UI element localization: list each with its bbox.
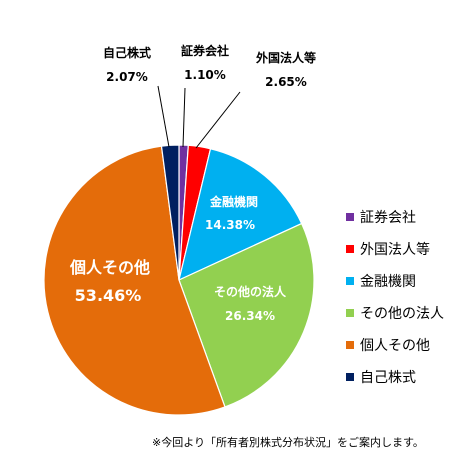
pie-slice-5 <box>43 145 226 416</box>
legend-label-1: 証券会社 <box>360 210 416 226</box>
leader-line-1 <box>182 87 186 148</box>
leader-line-6 <box>157 85 170 148</box>
legend-swatch-6 <box>346 373 354 381</box>
legend-label-4: その他の法人 <box>360 306 444 322</box>
legend-label-3: 金融機関 <box>360 274 416 290</box>
slice-label-name-5: 個人その他 <box>69 258 150 277</box>
legend-swatch-1 <box>346 213 354 221</box>
slice-label-value-5: 53.46% <box>75 286 142 305</box>
slice-label-name-1: 証券会社 <box>181 43 229 58</box>
pie-slice-4 <box>178 222 315 408</box>
slice-label-name-2: 外国法人等 <box>256 50 316 65</box>
slice-label-value-1: 1.10% <box>184 68 226 82</box>
pie-slices <box>43 144 315 416</box>
footnote: ※今回より「所有者別株式分布状況」をご案内します。 <box>152 435 424 449</box>
legend-label-5: 個人その他 <box>360 338 430 354</box>
slice-label-name-4: その他の法人 <box>214 284 287 299</box>
slice-label-value-3: 14.38% <box>205 218 255 232</box>
slice-label-name-3: 金融機関 <box>209 194 258 209</box>
pie-slice-6 <box>160 144 180 281</box>
slice-label-value-4: 26.34% <box>225 309 275 323</box>
legend-label-2: 外国法人等 <box>360 241 430 258</box>
pie-slice-3 <box>178 148 303 282</box>
leader-lines <box>157 85 241 149</box>
legend-swatch-5 <box>346 341 354 349</box>
slice-label-value-6: 2.07% <box>106 70 148 84</box>
legend-swatch-2 <box>346 245 354 253</box>
legend-label-6: 自己株式 <box>360 370 416 386</box>
slice-label-value-2: 2.65% <box>265 75 307 89</box>
legend-swatch-4 <box>346 309 354 317</box>
slice-label-name-6: 自己株式 <box>103 45 151 60</box>
legend-swatch-3 <box>346 277 354 285</box>
leader-line-2 <box>195 91 241 149</box>
slice-labels: 証券会社 1.10% 外国法人等 2.65% 金融機関 14.38% その他の法人 26.34… <box>69 43 316 323</box>
